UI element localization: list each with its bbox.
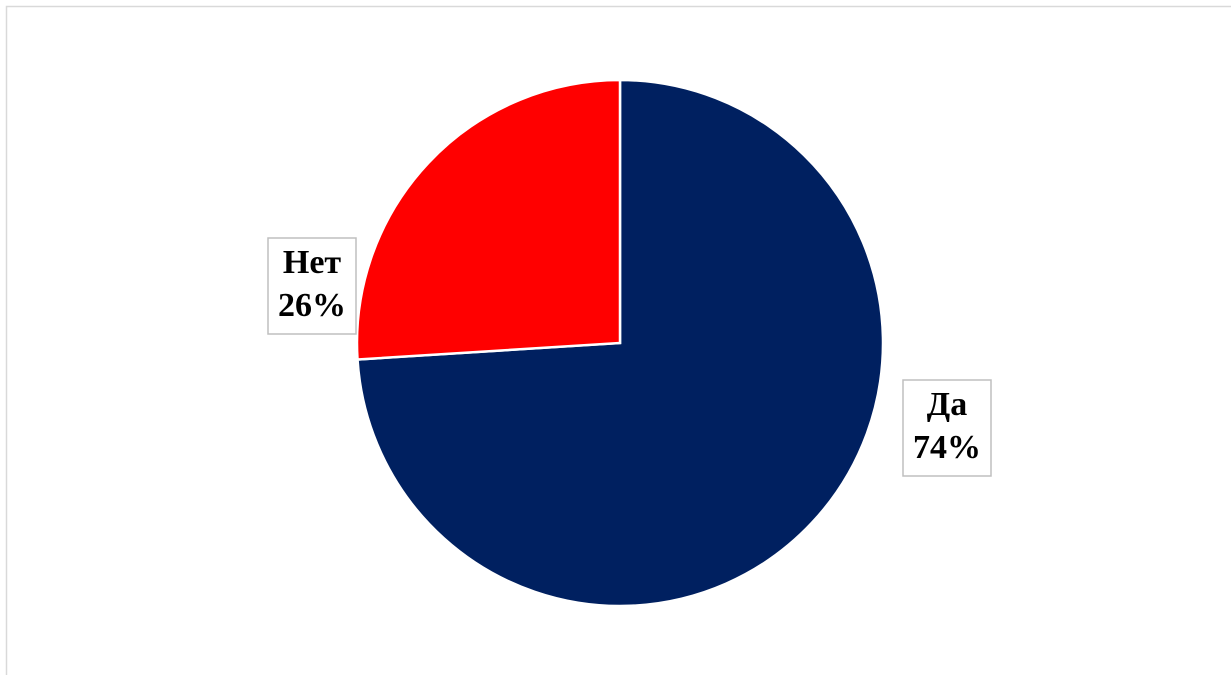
label-box (267, 237, 357, 335)
category-label: Да (927, 386, 967, 423)
category-label: Нет (283, 244, 342, 281)
label-box (902, 379, 992, 477)
value-label: 26% (278, 287, 346, 324)
value-label: 74% (913, 429, 981, 466)
pie-slice (355, 78, 622, 361)
